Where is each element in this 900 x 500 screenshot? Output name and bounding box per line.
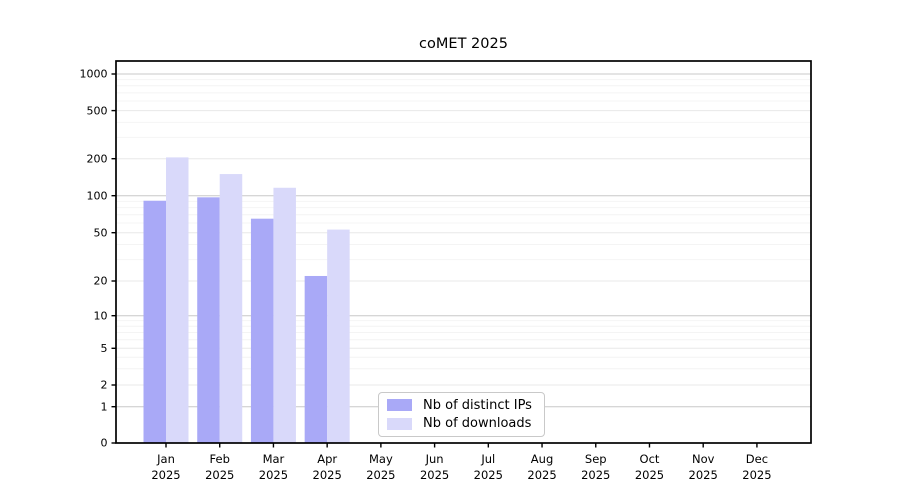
x-tick-label-year-jun: 2025 [420, 468, 449, 482]
x-tick-label-month-jul: Jul [480, 452, 495, 466]
legend: Nb of distinct IPs Nb of downloads [378, 392, 545, 437]
x-tick-label-month-mar: Mar [263, 452, 285, 466]
bar-downloads-apr [327, 229, 350, 443]
x-tick-label-year-feb: 2025 [205, 468, 234, 482]
x-tick-label-year-nov: 2025 [689, 468, 718, 482]
legend-label-distinct-ips: Nb of distinct IPs [423, 397, 532, 413]
bar-downloads-feb [219, 174, 243, 443]
x-tick-label-year-jul: 2025 [474, 468, 503, 482]
y-tick-label-5: 5 [101, 342, 108, 355]
bar-distinct-ips-feb [197, 197, 220, 443]
y-tick-label-500: 500 [87, 104, 108, 117]
x-tick-label-month-sep: Sep [585, 452, 607, 466]
legend-swatch-downloads [387, 417, 412, 430]
x-tick-label-month-oct: Oct [640, 452, 660, 466]
x-tick-label-year-sep: 2025 [581, 468, 610, 482]
bar-distinct-ips-apr [304, 275, 328, 443]
x-tick-label-month-jan: Jan [156, 452, 175, 466]
y-tick-label-1000: 1000 [80, 68, 108, 81]
chart-title: coMET 2025 [419, 36, 508, 52]
x-tick-label-month-dec: Dec [746, 452, 768, 466]
y-tick-label-50: 50 [94, 226, 108, 239]
x-tick-label-year-jan: 2025 [151, 468, 180, 482]
x-tick-label-year-mar: 2025 [259, 468, 288, 482]
x-tick-label-month-nov: Nov [692, 452, 715, 466]
y-tick-label-10: 10 [94, 309, 108, 322]
legend-swatch-distinct-ips [387, 399, 412, 412]
x-tick-label-month-may: May [369, 452, 393, 466]
y-tick-label-200: 200 [87, 152, 108, 165]
legend-item-distinct-ips: Nb of distinct IPs [387, 398, 536, 413]
x-tick-label-month-feb: Feb [210, 452, 230, 466]
x-tick-label-year-aug: 2025 [527, 468, 556, 482]
bar-downloads-jan [166, 157, 189, 443]
y-tick-label-20: 20 [94, 275, 108, 288]
y-tick-label-100: 100 [87, 189, 108, 202]
x-tick-label-month-jun: Jun [425, 452, 444, 466]
x-tick-label-year-apr: 2025 [313, 468, 342, 482]
bar-downloads-mar [273, 187, 296, 443]
y-tick-label-0: 0 [101, 437, 108, 450]
x-tick-label-year-dec: 2025 [742, 468, 771, 482]
y-tick-label-2: 2 [101, 379, 108, 392]
bar-distinct-ips-mar [250, 218, 274, 443]
legend-label-downloads: Nb of downloads [423, 416, 532, 432]
plot-border [115, 60, 812, 444]
x-tick-label-year-oct: 2025 [635, 468, 664, 482]
legend-item-downloads: Nb of downloads [387, 416, 536, 431]
y-tick-label-1: 1 [101, 400, 108, 413]
bar-distinct-ips-jan [143, 200, 166, 443]
x-tick-label-month-aug: Aug [531, 452, 553, 466]
x-tick-label-month-apr: Apr [317, 452, 337, 466]
x-tick-label-year-may: 2025 [366, 468, 395, 482]
